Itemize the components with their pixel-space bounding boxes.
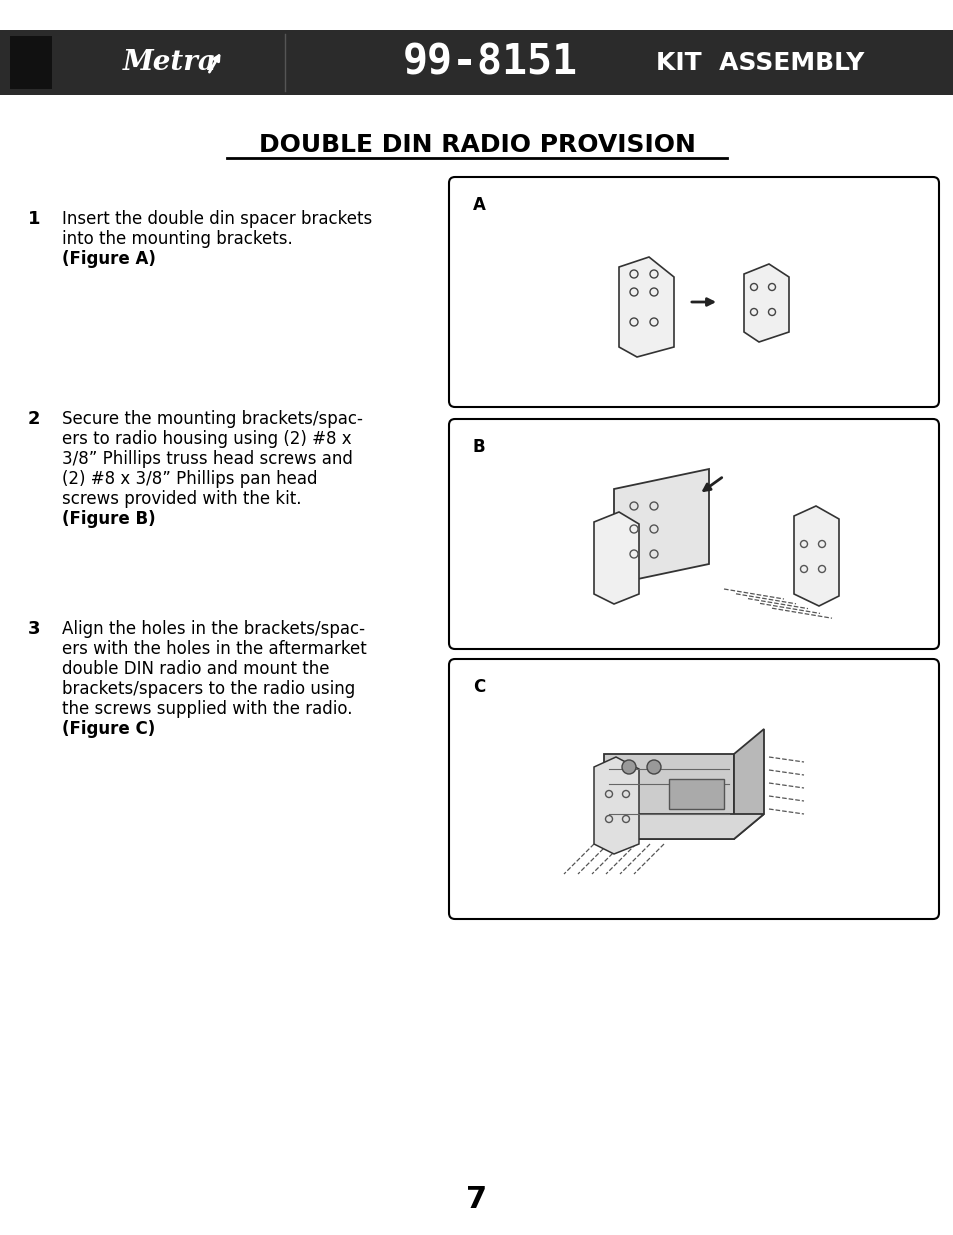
- Text: double DIN radio and mount the: double DIN radio and mount the: [62, 659, 329, 678]
- Polygon shape: [614, 469, 708, 584]
- Text: 3/8” Phillips truss head screws and: 3/8” Phillips truss head screws and: [62, 450, 353, 468]
- Polygon shape: [603, 755, 733, 839]
- Circle shape: [646, 760, 660, 774]
- Text: 7: 7: [466, 1186, 487, 1214]
- Text: 1: 1: [28, 210, 40, 228]
- Polygon shape: [594, 757, 639, 853]
- Text: Secure the mounting brackets/spac-: Secure the mounting brackets/spac-: [62, 410, 362, 429]
- FancyBboxPatch shape: [449, 177, 938, 408]
- Text: Insert the double din spacer brackets: Insert the double din spacer brackets: [62, 210, 372, 228]
- Text: (2) #8 x 3/8” Phillips pan head: (2) #8 x 3/8” Phillips pan head: [62, 471, 317, 488]
- Text: Align the holes in the brackets/spac-: Align the holes in the brackets/spac-: [62, 620, 365, 638]
- Circle shape: [621, 760, 636, 774]
- Text: Metra: Metra: [123, 49, 216, 77]
- FancyBboxPatch shape: [449, 659, 938, 919]
- Polygon shape: [603, 814, 763, 839]
- Text: A: A: [473, 196, 485, 214]
- Text: ers with the holes in the aftermarket: ers with the holes in the aftermarket: [62, 640, 366, 658]
- Text: DOUBLE DIN RADIO PROVISION: DOUBLE DIN RADIO PROVISION: [258, 133, 695, 157]
- FancyBboxPatch shape: [449, 419, 938, 650]
- Bar: [10, 36, 52, 89]
- Bar: [668, 779, 723, 809]
- Polygon shape: [618, 257, 673, 357]
- Text: (Figure A): (Figure A): [62, 249, 155, 268]
- Text: 2: 2: [28, 410, 40, 429]
- Text: KIT  ASSEMBLY: KIT ASSEMBLY: [655, 51, 863, 74]
- Text: the screws supplied with the radio.: the screws supplied with the radio.: [62, 700, 352, 718]
- Bar: [0, 30, 953, 95]
- Text: 3: 3: [28, 620, 40, 638]
- Polygon shape: [793, 506, 838, 606]
- Polygon shape: [594, 513, 639, 604]
- Text: screws provided with the kit.: screws provided with the kit.: [62, 490, 301, 508]
- Polygon shape: [743, 264, 788, 342]
- Text: C: C: [473, 678, 485, 697]
- Text: into the mounting brackets.: into the mounting brackets.: [62, 230, 293, 248]
- Text: brackets/spacers to the radio using: brackets/spacers to the radio using: [62, 680, 355, 698]
- Text: 99-8151: 99-8151: [402, 42, 577, 84]
- Polygon shape: [733, 729, 763, 839]
- Text: (Figure C): (Figure C): [62, 720, 155, 739]
- Text: (Figure B): (Figure B): [62, 510, 155, 529]
- Text: B: B: [473, 438, 485, 456]
- Text: ers to radio housing using (2) #8 x: ers to radio housing using (2) #8 x: [62, 430, 352, 448]
